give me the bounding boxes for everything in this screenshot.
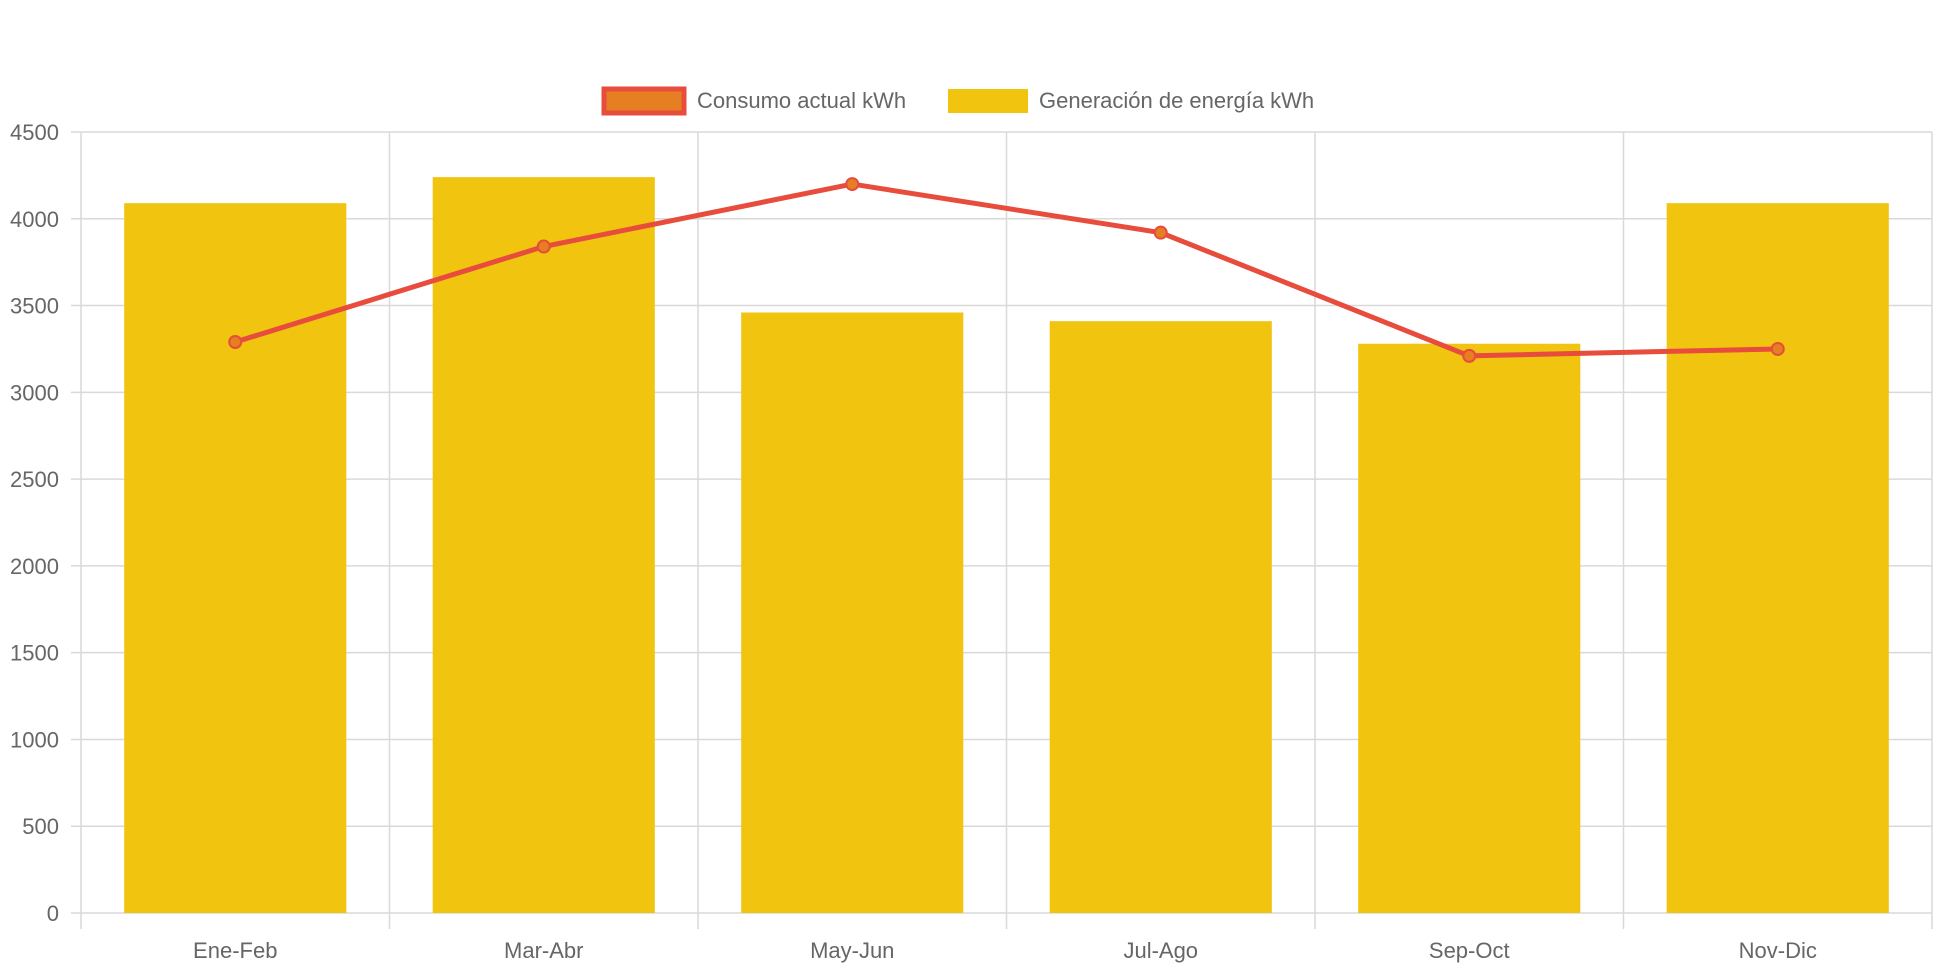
y-tick-label: 4500 <box>10 120 59 145</box>
bar-may-jun[interactable] <box>741 312 964 913</box>
bar-sep-oct[interactable] <box>1358 343 1581 913</box>
x-tick-label: Nov-Dic <box>1739 938 1817 963</box>
legend-item-consumo[interactable]: Consumo actual kWh <box>601 86 906 116</box>
consumption-line <box>232 181 1781 359</box>
y-tick-label: 500 <box>22 814 59 839</box>
y-tick-label: 1500 <box>10 641 59 666</box>
y-tick-label: 2000 <box>10 554 59 579</box>
x-tick-label: May-Jun <box>810 938 894 963</box>
y-tick-label: 3500 <box>10 294 59 319</box>
bar-ene-feb[interactable] <box>124 203 347 913</box>
bar-mar-abr[interactable] <box>432 177 655 913</box>
legend[interactable]: Consumo actual kWh Generación de energía … <box>601 86 1314 116</box>
point-jul-ago[interactable] <box>1153 225 1168 240</box>
point-sep-oct[interactable] <box>1462 348 1477 363</box>
line-layer <box>228 177 1785 363</box>
x-tick-label: Ene-Feb <box>193 938 277 963</box>
legend-item-generacion[interactable]: Generación de energía kWh <box>948 88 1314 113</box>
y-tick-label: 3000 <box>10 380 59 405</box>
point-mar-abr[interactable] <box>536 239 551 254</box>
point-nov-dic[interactable] <box>1770 341 1785 356</box>
legend-label: Generación de energía kWh <box>1039 88 1314 113</box>
y-tick-label: 1000 <box>10 727 59 752</box>
grid-layer <box>71 131 1933 929</box>
legend-label: Consumo actual kWh <box>697 88 906 113</box>
x-tick-label: Sep-Oct <box>1429 938 1510 963</box>
legend-swatch <box>601 86 687 116</box>
x-tick-label: Mar-Abr <box>504 938 583 963</box>
bar-nov-dic[interactable] <box>1666 203 1889 913</box>
legend-swatch <box>948 89 1028 113</box>
axis-layer: 0 500 1000 1500 2000 2500 3000 3500 4000 4500 Ene-… <box>10 120 1817 963</box>
bar-layer <box>124 177 1889 914</box>
bar-jul-ago[interactable] <box>1049 321 1272 914</box>
point-ene-feb[interactable] <box>228 335 243 350</box>
y-tick-label: 0 <box>47 901 59 926</box>
y-tick-label: 4000 <box>10 207 59 232</box>
y-tick-label: 2500 <box>10 467 59 492</box>
point-may-jun[interactable] <box>845 177 860 192</box>
x-tick-label: Jul-Ago <box>1123 938 1198 963</box>
